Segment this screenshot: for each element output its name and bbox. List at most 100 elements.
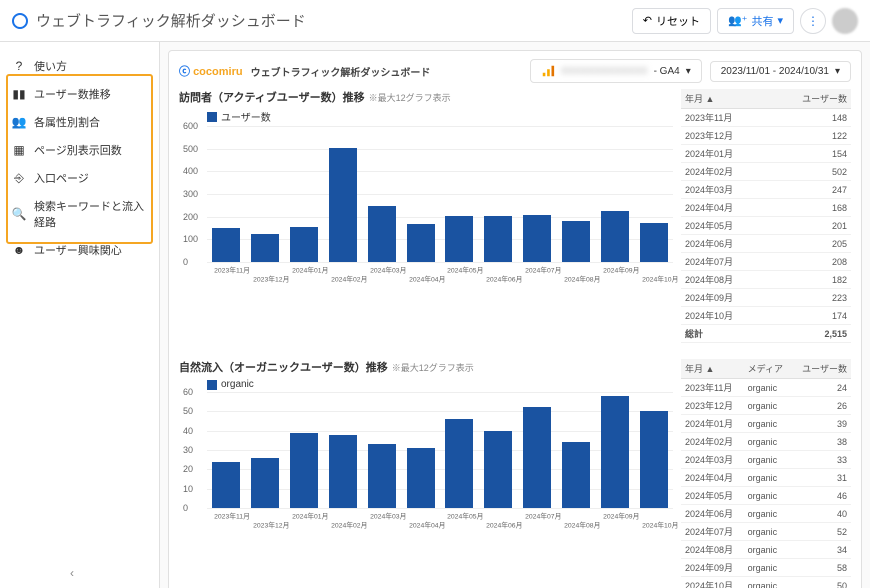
page-title: ウェブトラフィック解析ダッシュボード	[36, 10, 632, 31]
share-button[interactable]: 👥⁺ 共有 ▾	[717, 8, 794, 34]
sidebar-icon: ▮▮	[12, 87, 26, 101]
chart1-block: 訪問者（アクティブユーザー数）推移※最大12グラフ表示 ユーザー数 010020…	[179, 89, 851, 343]
table-row: 2023年11月organic24	[681, 379, 851, 397]
table-row: 2024年07月organic52	[681, 523, 851, 541]
table-row: 2024年04月168	[681, 199, 851, 217]
bar	[368, 444, 396, 508]
table-row: 2024年05月organic46	[681, 487, 851, 505]
table-header[interactable]: ユーザー数	[792, 359, 851, 379]
bar	[484, 216, 512, 262]
bar	[329, 435, 357, 508]
bar	[484, 431, 512, 508]
sidebar-icon: 👥	[12, 115, 26, 129]
sidebar-item-label: 各属性別割合	[34, 114, 100, 130]
table-row: 2024年06月organic40	[681, 505, 851, 523]
sidebar-icon: ⎆	[12, 171, 26, 185]
share-icon: 👥⁺	[728, 14, 748, 27]
table-row: 2024年01月organic39	[681, 415, 851, 433]
avatar[interactable]	[832, 8, 858, 34]
bar	[212, 228, 240, 262]
sidebar-item-label: 使い方	[34, 58, 67, 74]
sidebar-icon: ☻	[12, 243, 26, 257]
sidebar-item-5[interactable]: 🔍検索キーワードと流入経路	[0, 192, 159, 236]
table-header[interactable]: ユーザー数	[769, 89, 852, 109]
table-row: 2024年09月organic58	[681, 559, 851, 577]
bar	[562, 442, 590, 508]
table-row: 2024年05月201	[681, 217, 851, 235]
bar	[407, 448, 435, 508]
table-row: 2023年12月122	[681, 127, 851, 145]
reset-button[interactable]: ↶ リセット	[632, 8, 711, 34]
bar	[445, 216, 473, 262]
chart2-legend-label: organic	[221, 379, 254, 390]
sidebar: ? 使い方 ▮▮ ユーザー数推移 👥 各属性別割合 ▦ ページ別表示回数 ⎆ 入口ページ 🔍検索キー…	[0, 42, 160, 588]
ga-property-name: XXXXXXXXXXXXX	[561, 66, 648, 77]
chart1: 01002003004005006002023年11月2023年12月2024年…	[207, 126, 673, 276]
table-row: 2024年06月205	[681, 235, 851, 253]
header: ウェブトラフィック解析ダッシュボード ↶ リセット 👥⁺ 共有 ▾ ⋮	[0, 0, 870, 42]
sidebar-item-label: ユーザー数推移	[34, 86, 111, 102]
brand-subtitle: ウェブトラフィック解析ダッシュボード	[251, 64, 431, 79]
ga-icon	[541, 64, 555, 78]
collapse-sidebar-button[interactable]: ‹	[70, 566, 74, 580]
bar	[329, 148, 357, 262]
share-label: 共有	[751, 13, 773, 29]
bar	[290, 227, 318, 262]
chart2: 01020304050602023年11月2023年12月2024年01月202…	[207, 392, 673, 522]
table-header[interactable]: 年月 ▲	[681, 89, 769, 109]
table-header[interactable]: メディア	[744, 359, 792, 379]
date-range-selector[interactable]: 2023/11/01 - 2024/10/31 ▾	[710, 61, 851, 82]
table-row: 2024年02月502	[681, 163, 851, 181]
sidebar-item-1[interactable]: ▮▮ ユーザー数推移	[0, 80, 159, 108]
bar	[562, 221, 590, 262]
table-row: 2024年01月154	[681, 145, 851, 163]
chart2-table: 年月 ▲メディアユーザー数2023年11月organic242023年12月or…	[681, 359, 851, 588]
bar	[368, 206, 396, 262]
sidebar-item-label: 入口ページ	[34, 170, 89, 186]
sidebar-icon: ▦	[12, 143, 26, 157]
brand-logo: ⓒ cocomiru	[179, 63, 243, 79]
bar	[601, 396, 629, 508]
table-row: 2024年10月174	[681, 307, 851, 325]
sidebar-item-4[interactable]: ⎆ 入口ページ	[0, 164, 159, 192]
more-button[interactable]: ⋮	[800, 8, 826, 34]
more-icon: ⋮	[807, 14, 819, 28]
reset-label: リセット	[656, 13, 700, 29]
bar	[523, 215, 551, 262]
table-header[interactable]: 年月 ▲	[681, 359, 744, 379]
bar	[407, 224, 435, 262]
sidebar-icon: ?	[12, 59, 26, 73]
bar	[640, 411, 668, 508]
bar	[251, 458, 279, 508]
bar	[640, 223, 668, 262]
table-row: 2024年03月247	[681, 181, 851, 199]
table-row: 2024年08月organic34	[681, 541, 851, 559]
chart2-legend-swatch	[207, 380, 217, 390]
sidebar-item-label: 検索キーワードと流入経路	[34, 198, 147, 230]
table-row: 2024年08月182	[681, 271, 851, 289]
bar	[212, 462, 240, 508]
chart1-table: 年月 ▲ユーザー数2023年11月1482023年12月1222024年01月1…	[681, 89, 851, 343]
sidebar-item-label: ユーザー興味関心	[34, 242, 122, 258]
chart1-legend-swatch	[207, 112, 217, 122]
bar	[251, 234, 279, 262]
date-range-label: 2023/11/01 - 2024/10/31	[721, 66, 829, 77]
bar	[445, 419, 473, 508]
sidebar-item-0[interactable]: ? 使い方	[0, 52, 159, 80]
table-row: 2024年07月208	[681, 253, 851, 271]
sidebar-item-label: ページ別表示回数	[34, 142, 122, 158]
table-row: 2024年02月organic38	[681, 433, 851, 451]
chart1-legend: ユーザー数	[207, 109, 673, 124]
ga-property-selector[interactable]: XXXXXXXXXXXXX - GA4 ▾	[530, 59, 702, 83]
ga-label: - GA4	[654, 66, 680, 77]
table-row: 2024年04月organic31	[681, 469, 851, 487]
sidebar-item-2[interactable]: 👥 各属性別割合	[0, 108, 159, 136]
table-row: 2023年11月148	[681, 109, 851, 127]
sidebar-item-3[interactable]: ▦ ページ別表示回数	[0, 136, 159, 164]
chart1-title: 訪問者（アクティブユーザー数）推移※最大12グラフ表示	[179, 89, 673, 105]
app-logo-icon	[12, 13, 28, 29]
table-row: 2024年09月223	[681, 289, 851, 307]
bar	[601, 211, 629, 262]
bar	[290, 433, 318, 508]
sidebar-item-6[interactable]: ☻ ユーザー興味関心	[0, 236, 159, 264]
